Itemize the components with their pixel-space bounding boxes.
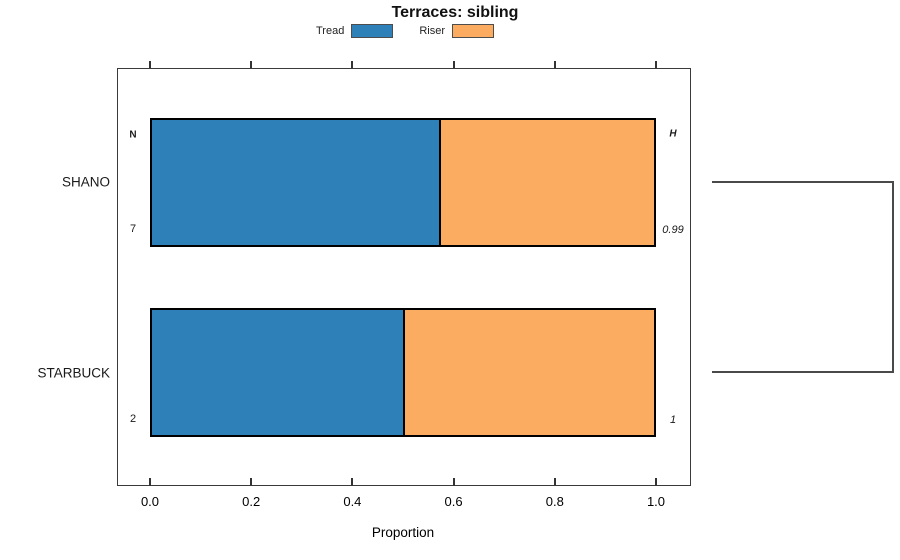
x-axis-top-tick-0.4 [351, 61, 354, 68]
x-axis-bottom-tick-0.4 [351, 478, 354, 486]
bar-segment-starbuck-tread [152, 310, 403, 435]
x-axis-bottom-tick-0.2 [250, 478, 253, 486]
annotation-h-starbuck: 1 [669, 414, 677, 426]
legend-item-tread: Tread [316, 24, 394, 38]
legend-label-riser: Riser [419, 25, 445, 37]
dendrogram-branch-top [712, 181, 894, 183]
annotation-header-h: H [669, 128, 677, 139]
stacked-bar-starbuck [150, 308, 656, 437]
x-axis-tick-label-0.4: 0.4 [343, 494, 362, 509]
dendrogram-join-vertical [892, 181, 894, 373]
x-axis-bottom-tick-1.0 [655, 478, 657, 486]
x-axis-label: Proportion [371, 525, 435, 540]
legend-swatch-tread [351, 24, 394, 38]
x-axis-bottom-tick-0.0 [149, 478, 151, 486]
stacked-bar-shano [150, 117, 656, 247]
bar-segment-shano-riser [438, 119, 654, 245]
chart-title: Terraces: sibling [391, 4, 519, 21]
annotation-n-starbuck: 2 [129, 413, 137, 425]
x-axis-top-tick-0.6 [452, 61, 455, 68]
x-axis-top-tick-0.2 [250, 61, 253, 68]
dendrogram-branch-bottom [712, 371, 894, 373]
bar-segment-starbuck-riser [403, 310, 654, 435]
legend-item-riser: Riser [419, 24, 494, 38]
category-label-shano: SHANO [61, 174, 110, 190]
x-axis-tick-label-0.0: 0.0 [140, 494, 160, 509]
legend-swatch-riser [452, 24, 494, 38]
annotation-h-shano: 0.99 [662, 223, 684, 236]
x-axis-tick-label-0.2: 0.2 [242, 494, 261, 509]
x-axis-top-tick-0.8 [553, 61, 556, 68]
bar-segment-shano-tread [152, 119, 439, 245]
annotation-n-shano: 7 [129, 222, 137, 235]
legend-label-tread: Tread [316, 25, 345, 37]
legend: Tread Riser [316, 24, 494, 38]
x-axis-top-tick-0.0 [149, 61, 151, 68]
x-axis-tick-label-0.6: 0.6 [444, 494, 463, 509]
x-axis-tick-label-1.0: 1.0 [646, 494, 666, 509]
x-axis-top-tick-1.0 [655, 61, 657, 68]
x-axis-bottom-tick-0.6 [452, 478, 455, 486]
category-label-starbuck: STARBUCK [37, 365, 110, 380]
x-axis-bottom-tick-0.8 [553, 478, 556, 486]
annotation-header-n: N [129, 129, 137, 140]
x-axis-tick-label-0.8: 0.8 [545, 494, 564, 509]
